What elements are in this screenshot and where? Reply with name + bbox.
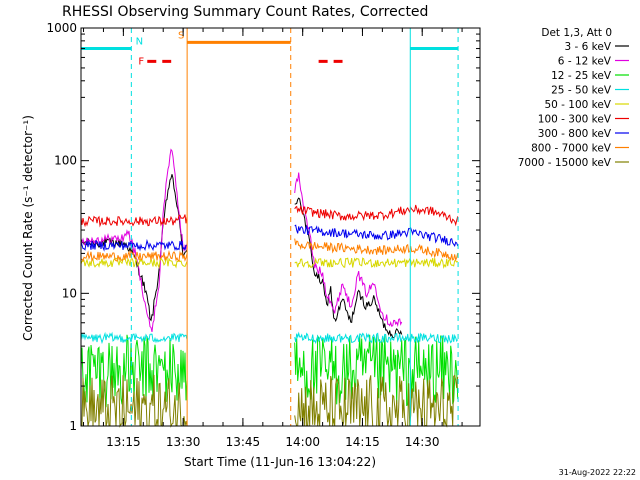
- series-5-segment-0: [80, 214, 188, 228]
- series-1: [80, 148, 403, 333]
- series-3-segment-0: [80, 331, 188, 345]
- footer-date: 31-Aug-2022 22:22: [559, 468, 636, 477]
- y-tick-label-2: 100: [54, 154, 77, 168]
- series-5-segment-1: [294, 204, 459, 227]
- series-8-segment-0: [81, 374, 188, 428]
- y-axis: 1 10 100 1000: [46, 21, 480, 433]
- legend-entry-4: 50 - 100 keV: [544, 99, 611, 111]
- series-3: [80, 331, 459, 345]
- flag-N-label: N: [136, 37, 143, 48]
- plot-frame: [80, 27, 481, 427]
- flag-F-label: F: [138, 56, 144, 67]
- flag-F: F: [138, 56, 343, 67]
- flag-N: N: [81, 37, 459, 51]
- legend-entry-1: 6 - 12 keV: [558, 56, 612, 68]
- legend-entry-0: 3 - 6 keV: [564, 41, 611, 53]
- series-6-segment-1: [294, 224, 459, 247]
- series-0: [80, 174, 403, 339]
- legend-title: Det 1,3, Att 0: [541, 27, 612, 39]
- x-tick-label-3: 14:00: [285, 435, 320, 449]
- legend-entry-2: 12 - 25 keV: [551, 70, 612, 82]
- series-1-segment-0: [80, 148, 188, 333]
- series-7: [80, 238, 459, 263]
- series-3-segment-1: [294, 331, 459, 345]
- chart-title: RHESSI Observing Summary Count Rates, Co…: [62, 4, 428, 20]
- flag-S-label: S: [178, 30, 184, 41]
- flag-S: S: [178, 30, 291, 44]
- y-axis-label: Corrected Count Rate (s⁻¹ detector⁻¹): [21, 115, 35, 341]
- x-axis: 13:15 13:30 13:45 14:00 14:15 14:30: [83, 28, 463, 449]
- x-tick-label-5: 14:30: [405, 435, 440, 449]
- series-5: [80, 204, 459, 228]
- series-7-segment-0: [80, 249, 188, 263]
- legend-entry-6: 300 - 800 keV: [538, 128, 612, 140]
- plot-area: N S F: [80, 28, 459, 428]
- series-0-segment-0: [80, 174, 188, 322]
- x-tick-label-4: 14:15: [345, 435, 380, 449]
- legend-entry-7: 800 - 7000 keV: [531, 143, 612, 155]
- x-tick-label-1: 13:30: [166, 435, 201, 449]
- legend-entry-8: 7000 - 15000 keV: [518, 157, 612, 169]
- x-tick-label-0: 13:15: [106, 435, 141, 449]
- series-2-segment-1: [294, 334, 459, 408]
- legend-entry-3: 25 - 50 keV: [551, 85, 612, 97]
- series-6-segment-0: [80, 238, 187, 252]
- y-tick-label-1: 10: [62, 286, 77, 300]
- legend: Det 1,3, Att 0 3 - 6 keV 6 - 12 keV 12 - 2…: [518, 27, 629, 169]
- series-0-segment-1: [294, 197, 403, 339]
- y-tick-label-3: 1000: [46, 21, 77, 35]
- series-4: [80, 257, 459, 270]
- y-tick-label-0: 1: [69, 419, 77, 433]
- series-4-segment-1: [294, 257, 459, 270]
- series-8: [81, 374, 459, 428]
- series-1-segment-1: [294, 172, 403, 328]
- legend-entry-5: 100 - 300 keV: [538, 114, 612, 126]
- x-tick-label-2: 13:45: [226, 435, 261, 449]
- x-axis-label: Start Time (11-Jun-16 13:04:22): [184, 455, 376, 469]
- series-4-segment-0: [80, 257, 188, 269]
- series-6: [80, 224, 459, 252]
- series-7-segment-1: [294, 238, 459, 262]
